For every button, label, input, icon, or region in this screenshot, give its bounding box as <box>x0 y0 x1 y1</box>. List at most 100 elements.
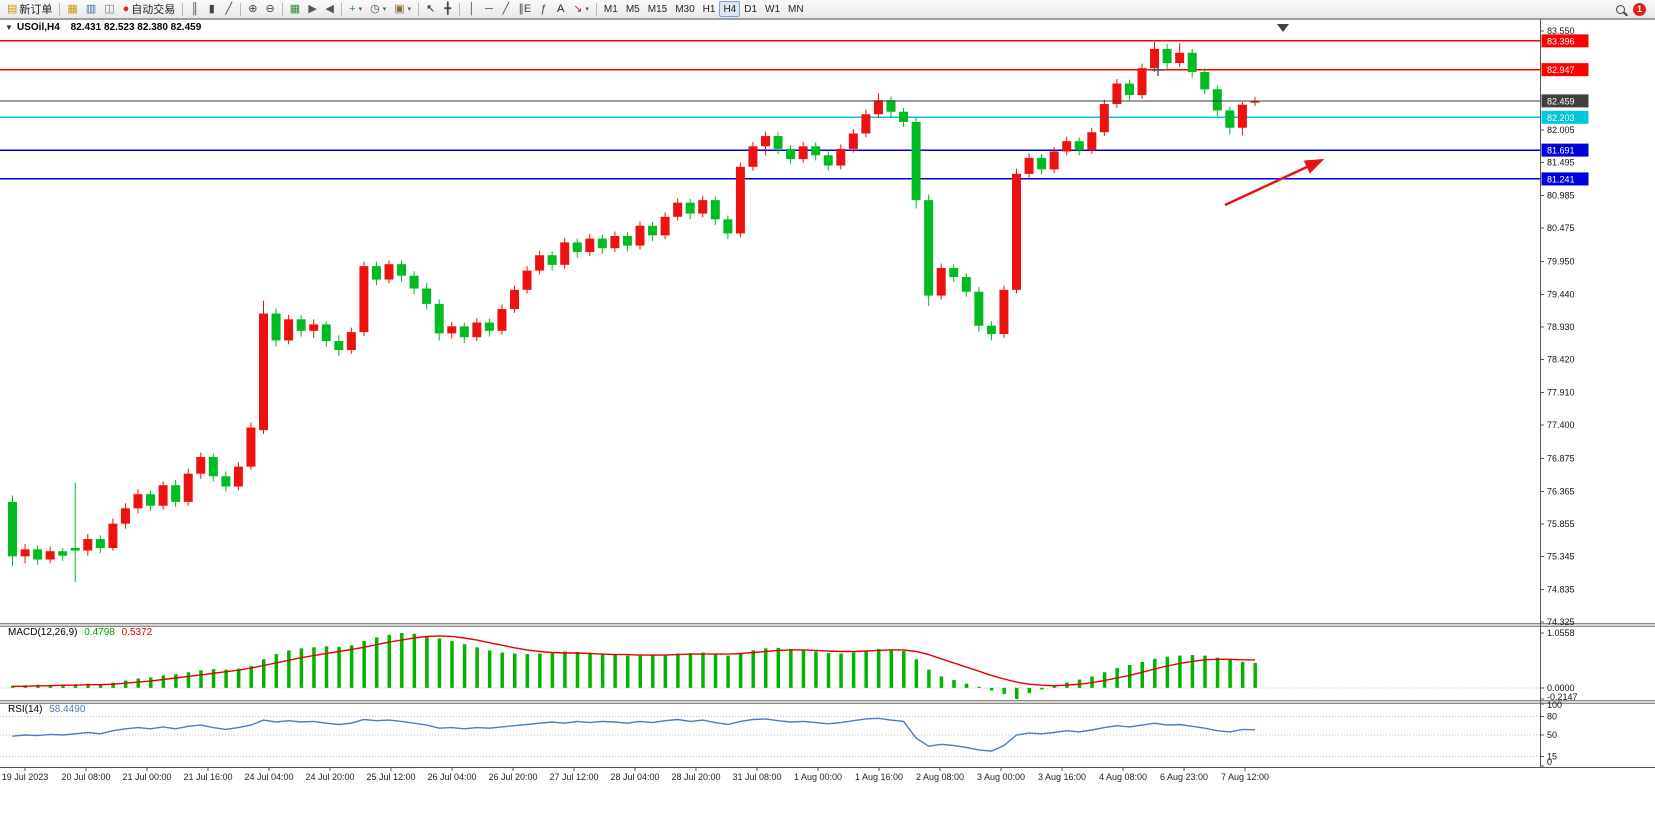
chart-area[interactable]: 83.550 82.005 81.495 80.985 80.475 79.950 79.4… <box>0 19 1655 831</box>
bar-chart-button[interactable]: ║ <box>186 1 203 17</box>
equidistant-channel-button[interactable]: ∥E <box>514 1 535 17</box>
notification-badge[interactable]: 1 <box>1633 2 1646 16</box>
resistance-line-2-badge-label: 82.947 <box>1547 65 1575 75</box>
market-watch-button[interactable]: ▦ <box>63 1 81 17</box>
indicators-add-button[interactable]: + ▾ <box>345 1 366 17</box>
candle <box>20 549 30 557</box>
trendline-icon: ╱ <box>502 2 510 15</box>
candle <box>158 485 168 506</box>
price-axis[interactable]: 83.550 82.005 81.495 80.985 80.475 79.950 79.4… <box>1540 26 1589 627</box>
time-tick-label: 24 Jul 04:00 <box>244 772 293 782</box>
candle <box>95 539 105 549</box>
templates-icon: ▣ <box>394 2 405 15</box>
line-chart-button[interactable]: ╱ <box>220 1 237 17</box>
candle <box>710 200 720 220</box>
tile-windows-button[interactable]: ▦ <box>286 1 304 17</box>
price-tick-label: 79.950 <box>1547 257 1575 267</box>
time-tick-label: 1 Aug 00:00 <box>794 772 842 782</box>
toolbar-separator <box>182 2 184 16</box>
price-tick-label: 78.930 <box>1547 322 1575 332</box>
arrows-tool-button[interactable]: ↘ ▾ <box>569 1 593 17</box>
chart-shift-button[interactable]: ◀ <box>321 1 338 17</box>
timeframe-h4-button[interactable]: H4 <box>719 1 741 17</box>
candle <box>120 508 130 524</box>
price-tick-label: 79.440 <box>1547 289 1575 299</box>
resistance-line-1-badge-label: 83.396 <box>1547 36 1575 46</box>
timeframe-d1-button[interactable]: D1 <box>740 1 761 17</box>
candle <box>811 146 821 156</box>
candle <box>1250 100 1260 103</box>
candle <box>873 100 883 115</box>
trendline-button[interactable]: ╱ <box>497 1 514 17</box>
candle <box>1049 151 1059 170</box>
candle <box>547 255 557 265</box>
auto-scroll-button[interactable]: ▶ <box>304 1 321 17</box>
resistance-line-1-badge <box>1541 34 1589 48</box>
time-tick-label: 6 Aug 23:00 <box>1160 772 1208 782</box>
time-tick-label: 28 Jul 20:00 <box>671 772 720 782</box>
candle <box>1150 48 1160 69</box>
crosshair-button[interactable]: ╋ <box>439 1 456 17</box>
candle <box>58 551 68 556</box>
candle <box>535 255 545 271</box>
timeframe-h1-button[interactable]: H1 <box>699 1 720 17</box>
templates-button[interactable]: ▣ ▾ <box>390 1 415 17</box>
rsi-axis-label: 0 <box>1547 757 1552 767</box>
one-click-collapse-icon[interactable]: ▼ <box>5 23 13 32</box>
timeframe-m30-button[interactable]: M30 <box>671 1 698 17</box>
candle <box>1099 104 1109 133</box>
chart-canvas[interactable]: 83.550 82.005 81.495 80.985 80.475 79.950 79.4… <box>0 19 1655 831</box>
timeframe-m1-button[interactable]: M1 <box>600 1 622 17</box>
cursor-button[interactable]: ↖ <box>422 1 439 17</box>
toolbar-right-group: 1 <box>1616 2 1652 16</box>
toolbar-separator <box>459 2 461 16</box>
navigator-button[interactable]: ▥ <box>82 1 100 17</box>
panel-splitter-rsi[interactable] <box>0 700 1655 704</box>
chart-shift-marker-icon[interactable] <box>1277 24 1289 32</box>
periods-button[interactable]: ◷ ▾ <box>366 1 390 17</box>
price-tick-label: 81.495 <box>1547 158 1575 168</box>
search-symbol-icon[interactable] <box>1616 4 1625 14</box>
horizontal-line-button[interactable]: ─ <box>480 1 497 17</box>
dropdown-caret-icon: ▾ <box>407 6 412 13</box>
time-tick-label: 26 Jul 04:00 <box>427 772 476 782</box>
candle <box>1037 157 1047 170</box>
candle <box>1124 83 1134 96</box>
crosshair-icon: ╋ <box>444 2 452 15</box>
support-line-cyan-badge <box>1541 110 1589 124</box>
zoom-in-button[interactable]: ⊕ <box>244 1 261 17</box>
zoom-out-button[interactable]: ⊖ <box>262 1 279 17</box>
candle <box>309 324 319 331</box>
panel-splitter-macd[interactable] <box>0 623 1655 627</box>
vertical-line-button[interactable]: │ <box>463 1 480 17</box>
trend-arrow-annotation[interactable] <box>1224 158 1325 207</box>
time-tick-label: 4 Aug 08:00 <box>1099 772 1147 782</box>
level-lines[interactable] <box>0 40 1540 180</box>
new-order-button[interactable]: ▤ 新订单 <box>3 1 56 17</box>
timeframe-m15-button[interactable]: M15 <box>644 1 671 17</box>
candle <box>748 146 758 167</box>
candle <box>45 551 55 560</box>
autotrading-button[interactable]: ● 自动交易 <box>119 1 180 17</box>
candle <box>773 136 783 149</box>
chart-shift-icon: ◀ <box>325 2 334 15</box>
line-chart-icon: ╱ <box>225 2 233 15</box>
timeframe-h1-button-label: H1 <box>702 3 716 15</box>
candle <box>8 501 17 557</box>
candle <box>798 146 808 160</box>
timeframe-mn-button[interactable]: MN <box>784 1 808 17</box>
candlestick-chart-button[interactable]: ▮ <box>203 1 220 17</box>
candle <box>434 303 444 334</box>
candle <box>585 238 595 253</box>
auto-scroll-icon: ▶ <box>308 2 317 15</box>
terminal-button[interactable]: ◫ <box>100 1 118 17</box>
text-label-button[interactable]: A <box>552 1 569 17</box>
time-axis[interactable]: 19 Jul 2023 20 Jul 08:00 21 Jul 00:00 21 Ju… <box>2 767 1269 782</box>
rsi-axis-label: 15 <box>1547 752 1557 762</box>
timeframe-w1-button[interactable]: W1 <box>761 1 784 17</box>
candle <box>911 121 921 201</box>
candle <box>1074 141 1084 151</box>
fibonacci-button[interactable]: ƒ <box>535 1 552 17</box>
timeframe-m5-button[interactable]: M5 <box>622 1 644 17</box>
